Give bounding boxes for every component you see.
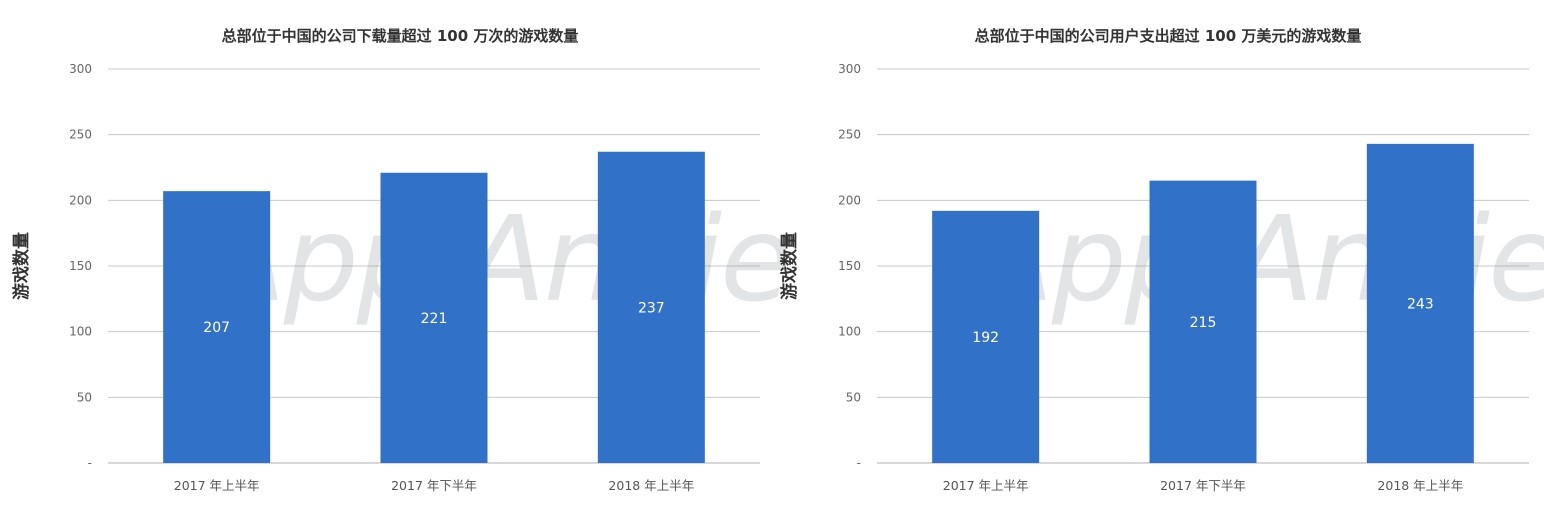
downloads-x-tick-label: 2018 年上半年 <box>608 478 694 493</box>
downloads-y-tick-label: 200 <box>69 193 92 207</box>
downloads-y-tick-label: 250 <box>69 128 92 142</box>
revenue-bar <box>1149 180 1257 463</box>
revenue-y-tick-label: - <box>857 456 861 470</box>
downloads-y-tick-label: 150 <box>69 259 92 273</box>
revenue-y-tick-label: 100 <box>838 325 861 339</box>
downloads-bar-value-label: 207 <box>203 320 230 336</box>
revenue-y-axis-label: 游戏数量 <box>779 232 800 300</box>
downloads-bar-value-label: 237 <box>638 300 665 316</box>
revenue-bar-value-label: 215 <box>1190 315 1217 331</box>
revenue-bar <box>1366 143 1474 464</box>
downloads-chart-title: 总部位于中国的公司下载量超过 100 万次的游戏数量 <box>222 27 579 45</box>
revenue-x-tick-label: 2017 年下半年 <box>1160 478 1246 493</box>
revenue-y-tick-label: 250 <box>838 128 861 142</box>
downloads-x-tick-label: 2017 年上半年 <box>174 478 260 493</box>
revenue-bar-value-label: 192 <box>972 330 999 346</box>
downloads-bar-value-label: 221 <box>421 311 448 327</box>
downloads-y-tick-label: - <box>88 456 92 470</box>
revenue-y-tick-label: 300 <box>838 62 861 76</box>
downloads-y-tick-label: 50 <box>77 390 92 404</box>
revenue-x-tick-label: 2018 年上半年 <box>1377 478 1463 493</box>
revenue-x-tick-label: 2017 年上半年 <box>943 478 1029 493</box>
downloads-bar <box>597 151 705 464</box>
revenue-bar-value-label: 243 <box>1407 296 1434 312</box>
revenue-bar <box>932 210 1040 463</box>
downloads-x-tick-label: 2017 年下半年 <box>391 478 477 493</box>
downloads-y-axis-label: 游戏数量 <box>11 232 32 300</box>
downloads-y-tick-label: 300 <box>69 62 92 76</box>
downloads-bar <box>163 191 271 463</box>
downloads-y-tick-label: 100 <box>69 325 92 339</box>
revenue-chart-title: 总部位于中国的公司用户支出超过 100 万美元的游戏数量 <box>975 27 1362 45</box>
revenue-y-tick-label: 50 <box>846 390 861 404</box>
revenue-y-tick-label: 150 <box>838 259 861 273</box>
downloads-bar <box>380 172 488 463</box>
revenue-y-tick-label: 200 <box>838 193 861 207</box>
